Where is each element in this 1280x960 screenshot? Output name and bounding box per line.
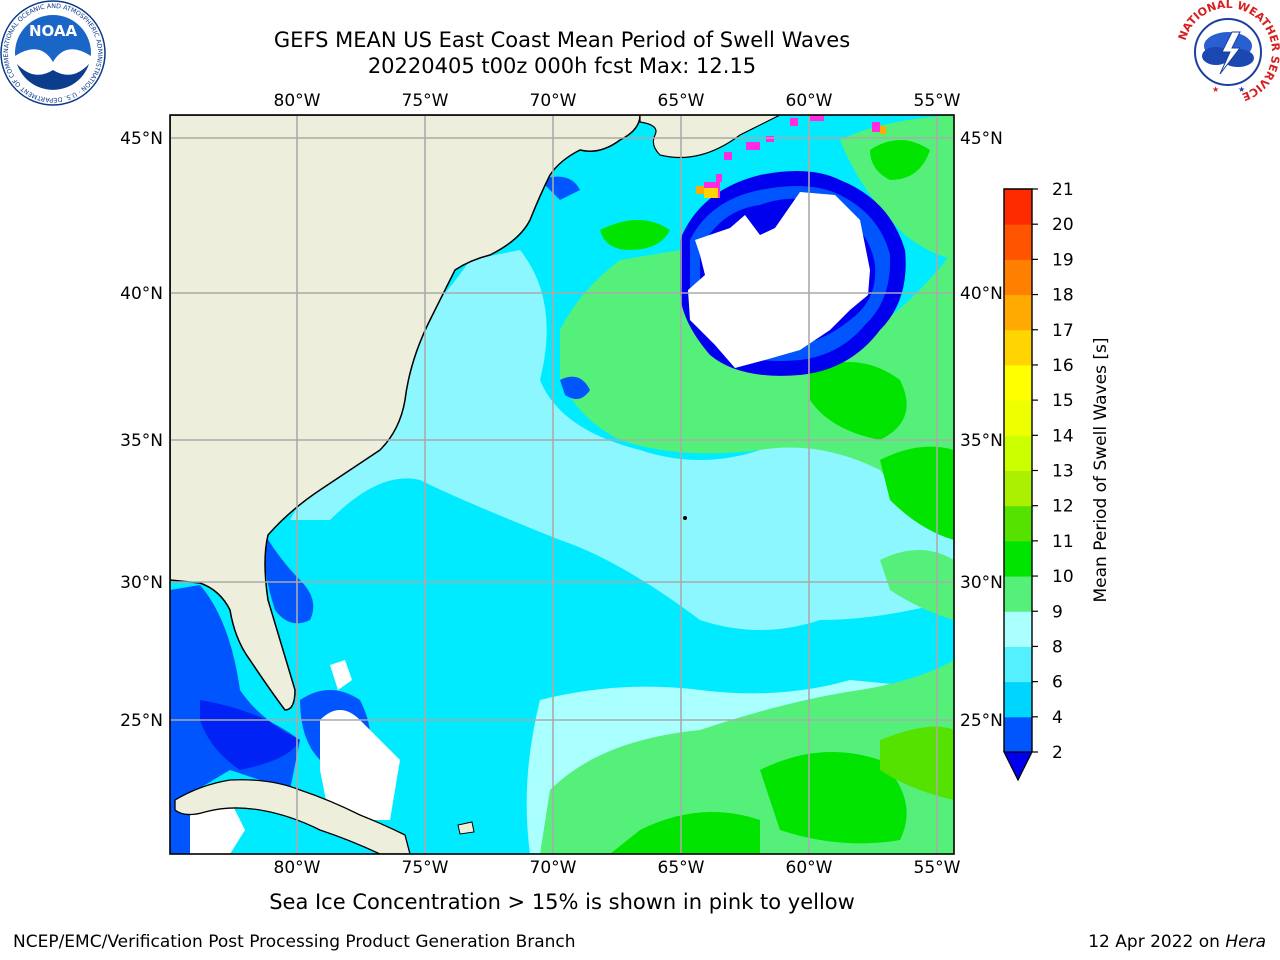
colorbar-tick-label: 13 [1052,462,1074,482]
colorbar-bin [1004,611,1032,647]
colorbar-bin [1004,576,1032,612]
colorbar-tick-label: 4 [1052,708,1063,728]
lon-label: 80°W [274,858,321,878]
colorbar-under-arrow [1003,751,1033,782]
colorbar-tick-label: 8 [1052,637,1063,657]
noaa-logo: NATIONAL OCEANIC AND ATMOSPHERIC ADMINIS… [0,0,106,106]
colorbar-tick-label: 18 [1052,286,1074,306]
colorbar-tick-label: 10 [1052,567,1074,587]
lon-label: 60°W [786,858,833,878]
svg-text:★: ★ [1212,85,1219,94]
lon-label: 65°W [658,91,705,111]
noaa-logo-text: NOAA [29,22,78,40]
nws-logo: NATIONAL WEATHER SERVICE ★ ★ [1176,0,1280,103]
footer-date-text: 12 Apr 2022 on [1088,932,1220,952]
colorbar-tick-label: 14 [1052,426,1074,446]
colorbar-tick-label: 2 [1052,743,1063,763]
lat-label: 30°N [120,573,163,593]
lat-label: 30°N [960,573,1003,593]
map-frame [169,114,955,855]
colorbar-bin [1004,294,1032,331]
lat-label: 35°N [120,431,163,451]
gridlines [170,115,954,854]
footer-date: 12 Apr 2022 on Hera [1088,932,1266,952]
lat-label: 45°N [960,129,1003,149]
colorbar-tick-label: 15 [1052,391,1074,411]
lat-label: 40°N [120,284,163,304]
colorbar-bin [1004,329,1032,366]
colorbar-tick-label: 21 [1052,180,1074,200]
lon-labels-top: 80°W 75°W 70°W 65°W 60°W 55°W [274,91,961,111]
lat-labels-left: 45°N 40°N 35°N 30°N 25°N [120,129,163,731]
colorbar-bin [1004,364,1032,401]
colorbar-tick-label: 9 [1052,602,1063,622]
colorbar-bin [1004,681,1032,718]
colorbar-tick-label: 11 [1052,532,1074,552]
colorbar: 2 4 6 8 9 10 11 12 13 14 15 16 17 18 19 20 21 [1003,180,1074,782]
lon-label: 55°W [914,91,961,111]
colorbar-tick-label: 17 [1052,321,1074,341]
colorbar-tick-label: 6 [1052,673,1063,693]
lon-label: 80°W [274,91,321,111]
colorbar-tick-label: 19 [1052,250,1074,270]
sea-ice-note: Sea Ice Concentration > 15% is shown in … [269,890,855,914]
colorbar-bin [1004,646,1032,683]
lat-label: 25°N [960,711,1003,731]
lat-label: 25°N [120,711,163,731]
lat-label: 45°N [120,129,163,149]
map-field [170,115,954,854]
lon-label: 55°W [914,858,961,878]
colorbar-bin [1004,224,1032,260]
colorbar-bin [1004,400,1032,436]
colorbar-bin [1004,505,1032,542]
chart-subtitle-run: 20220405 t00z 000h fcst Max: 12.15 [367,54,757,78]
chart-title: GEFS MEAN US East Coast Mean Period of S… [273,28,851,52]
colorbar-tick-label: 12 [1052,497,1074,517]
colorbar-bin [1004,259,1032,296]
colorbar-bin [1004,470,1032,507]
lon-label: 70°W [530,858,577,878]
colorbar-bin [1004,189,1032,225]
colorbar-bin [1004,716,1032,753]
lat-label: 40°N [960,284,1003,304]
lat-label: 35°N [960,431,1003,451]
colorbar-label: Mean Period of Swell Waves [s] [1091,338,1111,603]
lon-labels-bottom: 80°W 75°W 70°W 65°W 60°W 55°W [274,858,961,878]
footer-machine: Hera [1225,932,1266,952]
lon-label: 70°W [530,91,577,111]
lon-label: 60°W [786,91,833,111]
footer-credit: NCEP/EMC/Verification Post Processing Pr… [13,932,576,952]
colorbar-bin [1004,435,1032,471]
lon-label: 75°W [402,91,449,111]
colorbar-bin [1004,540,1032,577]
lon-label: 75°W [402,858,449,878]
colorbar-tick-label: 20 [1052,215,1074,235]
lat-labels-right: 45°N 40°N 35°N 30°N 25°N [960,129,1003,731]
lon-label: 65°W [658,858,705,878]
svg-text:★: ★ [1238,85,1245,94]
colorbar-tick-label: 16 [1052,356,1074,376]
